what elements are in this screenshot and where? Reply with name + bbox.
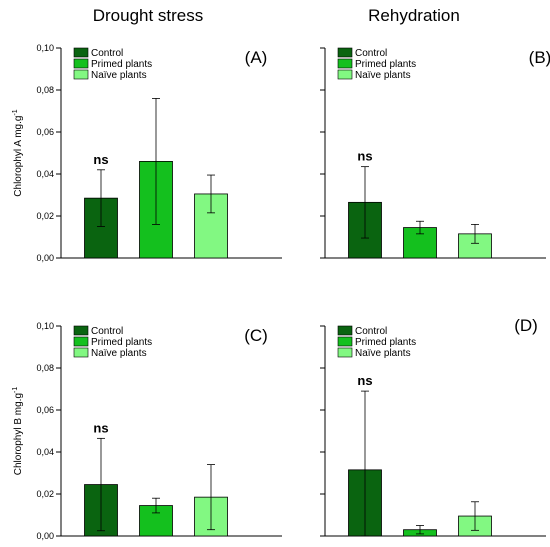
legend-swatch-control xyxy=(337,47,353,58)
legend-swatch-naive xyxy=(337,69,353,80)
legend-label-primed: Primed plants xyxy=(355,337,416,348)
legend-label-control: Control xyxy=(355,48,387,59)
legend-label-control: Control xyxy=(91,48,123,59)
legend-label-control: Control xyxy=(355,326,387,337)
legend-swatch-control xyxy=(337,325,353,336)
y-tick-label: 0,04 xyxy=(36,447,54,457)
y-axis-label: Chlorophyl A mg.g-1 xyxy=(12,109,24,197)
y-tick-label: 0,10 xyxy=(36,321,54,331)
legend-swatch-primed xyxy=(337,58,353,69)
legend-swatch-control xyxy=(73,325,89,336)
y-tick-label: 0,10 xyxy=(36,43,54,53)
y-tick-label: 0,02 xyxy=(36,211,54,221)
y-tick-label: 0,08 xyxy=(36,85,54,95)
legend-swatch-naive xyxy=(73,69,89,80)
y-tick-label: 0,00 xyxy=(36,253,54,263)
y-axis-label-superscript: -1 xyxy=(12,387,19,393)
y-tick-label: 0,04 xyxy=(36,169,54,179)
panel-label: (A) xyxy=(245,48,268,67)
panel-label: (B) xyxy=(529,48,550,67)
significance-label: ns xyxy=(93,152,108,167)
legend-label-naive: Naïve plants xyxy=(355,70,411,81)
legend-swatch-naive xyxy=(73,347,89,358)
legend-swatch-primed xyxy=(73,58,89,69)
column-title-rehydration: Rehydration xyxy=(368,6,460,25)
panel-a: 0,00 0,02 0,04 0,06 0,08 0,10 Chlorophyl A mg.… xyxy=(12,43,282,263)
significance-label: ns xyxy=(93,420,108,435)
legend-swatch-control xyxy=(73,47,89,58)
legend-label-primed: Primed plants xyxy=(91,337,152,348)
significance-label: ns xyxy=(357,373,372,388)
panel-label: (C) xyxy=(244,326,268,345)
legend-label-control: Control xyxy=(91,326,123,337)
y-axis-label: Chlorophyl B mg.g-1 xyxy=(12,387,24,476)
legend-swatch-primed xyxy=(337,336,353,347)
y-tick-label: 0,00 xyxy=(36,531,54,541)
legend-swatch-naive xyxy=(337,347,353,358)
legend-swatch-primed xyxy=(73,336,89,347)
y-tick-label: 0,08 xyxy=(36,363,54,373)
legend-label-naive: Naïve plants xyxy=(355,348,411,359)
y-tick-label: 0,02 xyxy=(36,489,54,499)
legend-label-primed: Primed plants xyxy=(91,59,152,70)
panel-c: 0,00 0,02 0,04 0,06 0,08 0,10 Chlorophyl B mg.… xyxy=(12,321,282,541)
legend-label-naive: Naïve plants xyxy=(91,70,147,81)
legend-label-naive: Naïve plants xyxy=(91,348,147,359)
panel-label: (D) xyxy=(514,316,538,335)
significance-label: ns xyxy=(357,149,372,164)
y-axis-label-superscript: -1 xyxy=(12,109,19,115)
legend-label-primed: Primed plants xyxy=(355,59,416,70)
column-title-drought: Drought stress xyxy=(93,6,204,25)
y-tick-label: 0,06 xyxy=(36,405,54,415)
chart-panels: 0,00 0,02 0,04 0,06 0,08 0,10 Chlorophyl A mg.… xyxy=(12,43,550,541)
y-tick-label: 0,06 xyxy=(36,127,54,137)
